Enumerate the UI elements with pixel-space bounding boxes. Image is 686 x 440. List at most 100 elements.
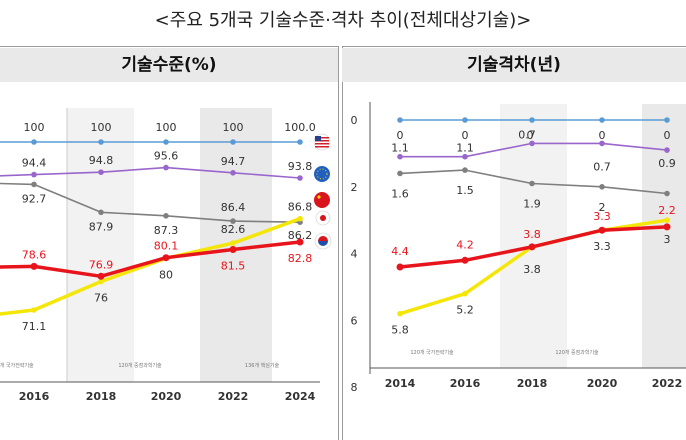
tech-level-title: 기술수준(%): [0, 48, 338, 82]
data-label-eu: 1.1: [456, 142, 474, 155]
data-point-eu: [664, 147, 670, 153]
china-flag-star: [317, 195, 321, 199]
data-point-usa: [462, 117, 468, 123]
data-point-eu: [599, 140, 605, 147]
band-shade-1: [67, 108, 134, 382]
data-label-japan: 86.2: [288, 229, 313, 242]
data-point-china: [397, 310, 403, 317]
tech-level-chart: 100 100 100 100 100.0 94.4 94.8 95.6 94.7 93.8 92.…: [0, 108, 332, 403]
data-point-china: [462, 290, 468, 297]
usa-flag-canton: [315, 136, 321, 141]
data-point-china: [98, 278, 104, 285]
data-label-china: 80: [159, 268, 173, 281]
japan-flag-disc: [320, 215, 326, 221]
korea-flag-taeguk-red: [318, 236, 328, 241]
data-point-japan: [98, 209, 104, 216]
data-label-usa: 0: [664, 129, 671, 142]
series-line-china: [0, 217, 301, 316]
data-label-usa: 100: [91, 121, 112, 134]
data-point-korea: [461, 256, 469, 264]
y-tick-label: 8: [351, 381, 358, 394]
data-label-korea: 2.2: [658, 204, 676, 217]
data-point-japan: [664, 190, 670, 197]
source-note: 120개 중점과학기술: [118, 362, 162, 369]
x-tick-label: 2024: [285, 390, 316, 403]
data-point-korea: [598, 226, 606, 234]
data-label-eu: 94.7: [221, 155, 246, 168]
series-line-eu: [0, 166, 301, 179]
series-line-japan: [0, 182, 301, 223]
data-point-usa: [230, 139, 236, 145]
data-label-korea: 82.8: [288, 252, 313, 265]
data-point-usa: [98, 139, 104, 145]
data-point-japan: [599, 184, 605, 190]
data-label-korea: 4.4: [391, 245, 409, 258]
data-label-china: 5.8: [391, 324, 409, 337]
x-tick-label: 2016: [450, 377, 481, 390]
x-tick-label: 2022: [652, 377, 683, 390]
eu-flag-icon: [314, 166, 330, 182]
korea-flag-taeguk-blue: [318, 241, 328, 246]
data-point-japan: [31, 181, 37, 188]
data-point-usa: [599, 117, 605, 123]
data-label-eu: 93.8: [288, 160, 313, 173]
data-label-china: 3.8: [523, 263, 541, 276]
data-label-china: 76: [94, 292, 108, 305]
data-label-usa: 0: [599, 129, 606, 142]
data-label-usa: 100.0: [284, 121, 316, 134]
series-line-korea: [0, 240, 301, 279]
data-label-eu: 95.6: [154, 150, 179, 163]
data-label-eu: 94.8: [89, 154, 114, 167]
x-tick-label: 2022: [218, 390, 249, 403]
left-panel-right-border: [338, 46, 339, 440]
usa-flag-stripe: [315, 140, 329, 142]
data-point-usa: [163, 139, 169, 145]
x-tick-label: 2014: [385, 377, 416, 390]
data-point-japan: [230, 218, 236, 224]
data-label-usa: 0: [462, 129, 469, 142]
data-label-china: 86.8: [288, 201, 313, 214]
data-label-eu: 0.9: [658, 157, 676, 170]
data-label-japan: 92.7: [22, 192, 47, 205]
y-tick-label: 6: [351, 314, 358, 327]
data-label-japan: 87.3: [154, 224, 179, 237]
china-flag-icon: [314, 192, 330, 208]
data-point-usa: [397, 117, 403, 123]
data-point-usa: [529, 117, 535, 123]
x-tick-label: 2016: [19, 390, 50, 403]
data-label-eu: 0.7: [518, 128, 536, 141]
data-label-china: 71.1: [22, 320, 47, 333]
eu-flag-stars: [316, 168, 328, 180]
data-label-eu: 0.7: [593, 160, 611, 173]
x-tick-label: 2018: [517, 377, 548, 390]
data-point-usa: [664, 117, 670, 123]
data-point-korea: [396, 263, 404, 271]
data-point-korea: [663, 223, 671, 231]
data-label-eu: 1.1: [391, 142, 409, 155]
data-point-eu: [230, 170, 236, 176]
usa-flag-stripe: [315, 137, 329, 139]
source-note: 120개 국가전략기술: [410, 349, 454, 356]
y-tick-label: 4: [351, 248, 358, 261]
right-panel-left-border: [342, 46, 343, 440]
data-point-korea: [528, 243, 536, 251]
data-point-china: [297, 215, 303, 222]
data-point-eu: [31, 171, 37, 178]
data-label-korea: 3.3: [593, 210, 611, 223]
data-point-china: [664, 217, 670, 223]
data-point-japan: [462, 167, 468, 173]
source-note: 120개 국가전략기술: [0, 362, 34, 369]
data-point-japan: [529, 180, 535, 187]
source-note: 120개 중점과학기술: [555, 349, 599, 356]
data-point-japan: [397, 170, 403, 177]
data-label-usa: 100: [156, 121, 177, 134]
data-point-eu: [98, 169, 104, 175]
data-label-korea: 80.1: [154, 240, 179, 253]
left-panel-top-border: [0, 46, 338, 47]
data-label-japan: 1.6: [391, 187, 409, 200]
data-label-china: 82.6: [221, 223, 246, 236]
data-point-korea: [97, 272, 105, 280]
y-tick-label: 2: [351, 181, 358, 194]
data-label-usa: 0: [527, 129, 534, 142]
usa-flag-stripe: [315, 143, 329, 145]
